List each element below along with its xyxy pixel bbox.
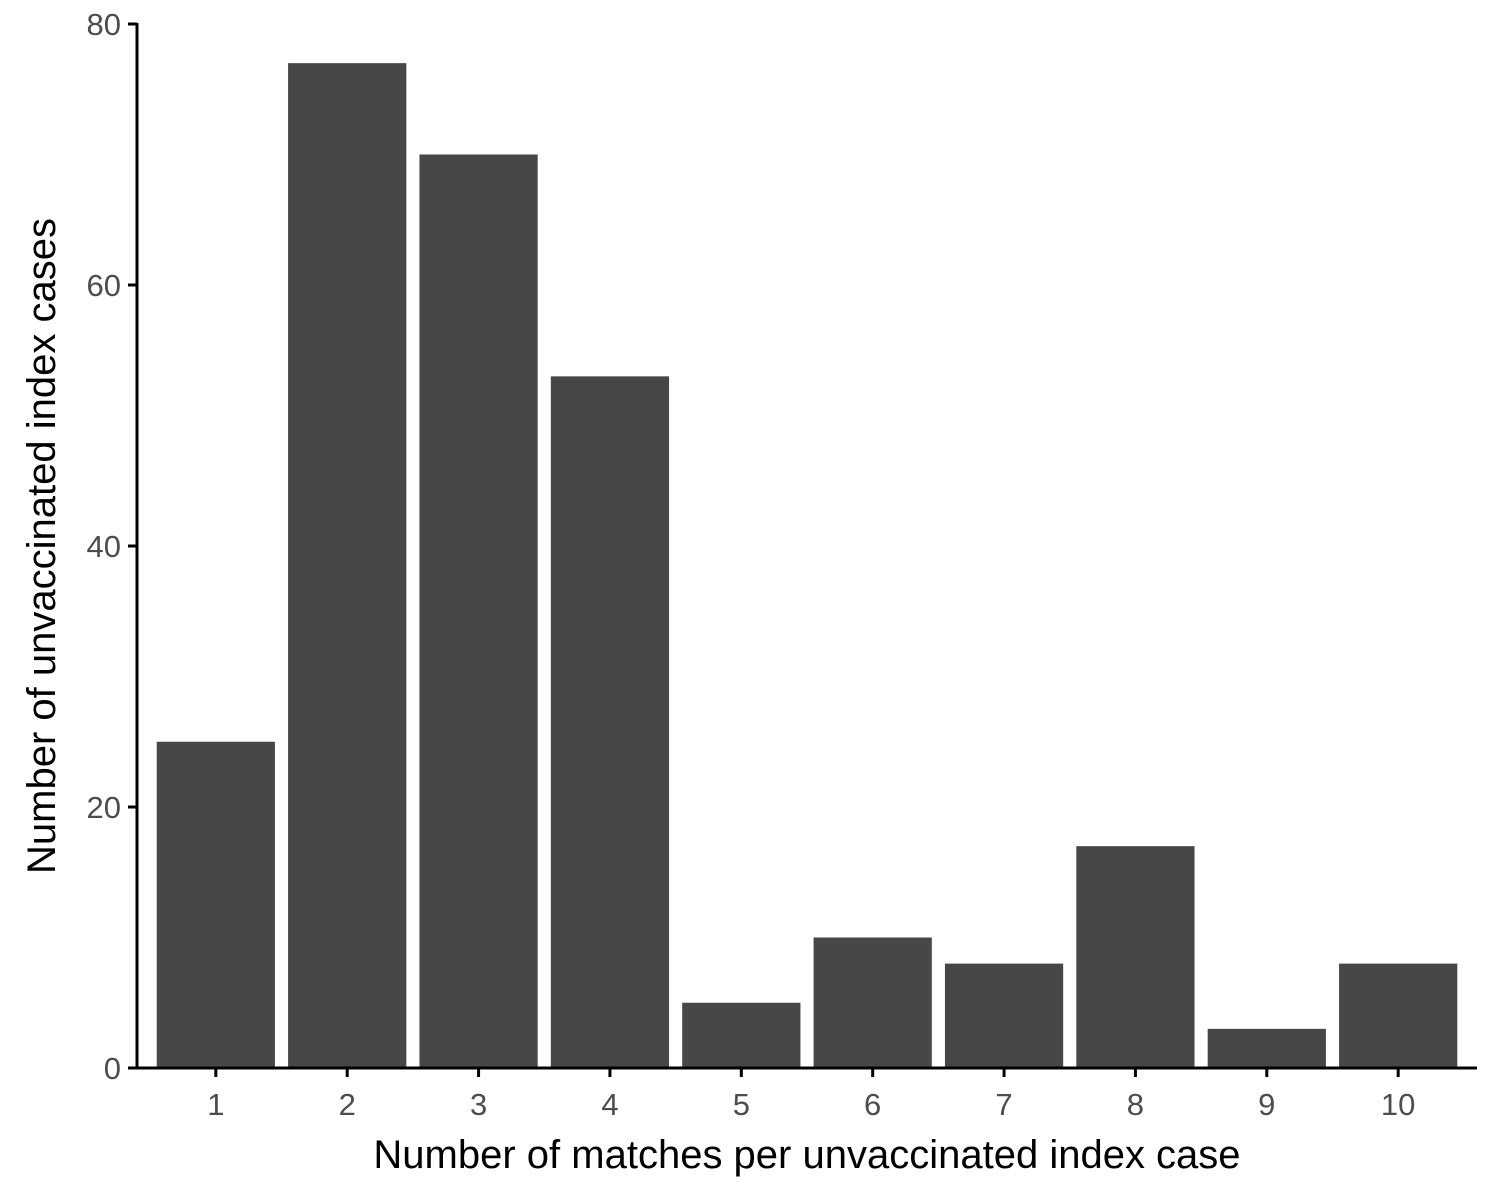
y-tick-label: 0 <box>104 1051 121 1086</box>
y-tick-label: 80 <box>87 7 121 42</box>
y-tick-label: 60 <box>87 268 121 303</box>
bar-3 <box>419 154 538 1068</box>
x-tick-label: 3 <box>470 1087 487 1122</box>
bar-2 <box>288 63 407 1068</box>
x-tick-label: 9 <box>1258 1087 1275 1122</box>
x-tick-label: 10 <box>1381 1087 1415 1122</box>
y-tick-label: 40 <box>87 529 121 564</box>
x-tick-label: 8 <box>1127 1087 1144 1122</box>
y-axis-ticks: 0 20 40 60 80 <box>87 7 137 1086</box>
bar-6 <box>813 937 932 1068</box>
bar-4 <box>550 376 670 1069</box>
bar-7 <box>944 963 1064 1068</box>
bar-8 <box>1076 846 1195 1068</box>
x-axis-title: Number of matches per unvaccinated index… <box>373 1133 1240 1177</box>
bars-group <box>156 63 1458 1069</box>
bar-9 <box>1207 1028 1326 1068</box>
x-tick-label: 6 <box>864 1087 881 1122</box>
x-axis-ticks: 1 2 3 4 5 6 7 8 9 10 <box>207 1068 1415 1122</box>
x-tick-label: 7 <box>995 1087 1012 1122</box>
x-tick-label: 4 <box>601 1087 618 1122</box>
bar-10 <box>1339 963 1458 1068</box>
bar-1 <box>156 741 275 1068</box>
x-tick-label: 5 <box>733 1087 750 1122</box>
y-axis-title: Number of unvaccinated index cases <box>20 218 64 874</box>
x-tick-label: 1 <box>207 1087 224 1122</box>
x-tick-label: 2 <box>339 1087 356 1122</box>
y-tick-label: 20 <box>87 790 121 825</box>
bar-5 <box>682 1002 801 1068</box>
